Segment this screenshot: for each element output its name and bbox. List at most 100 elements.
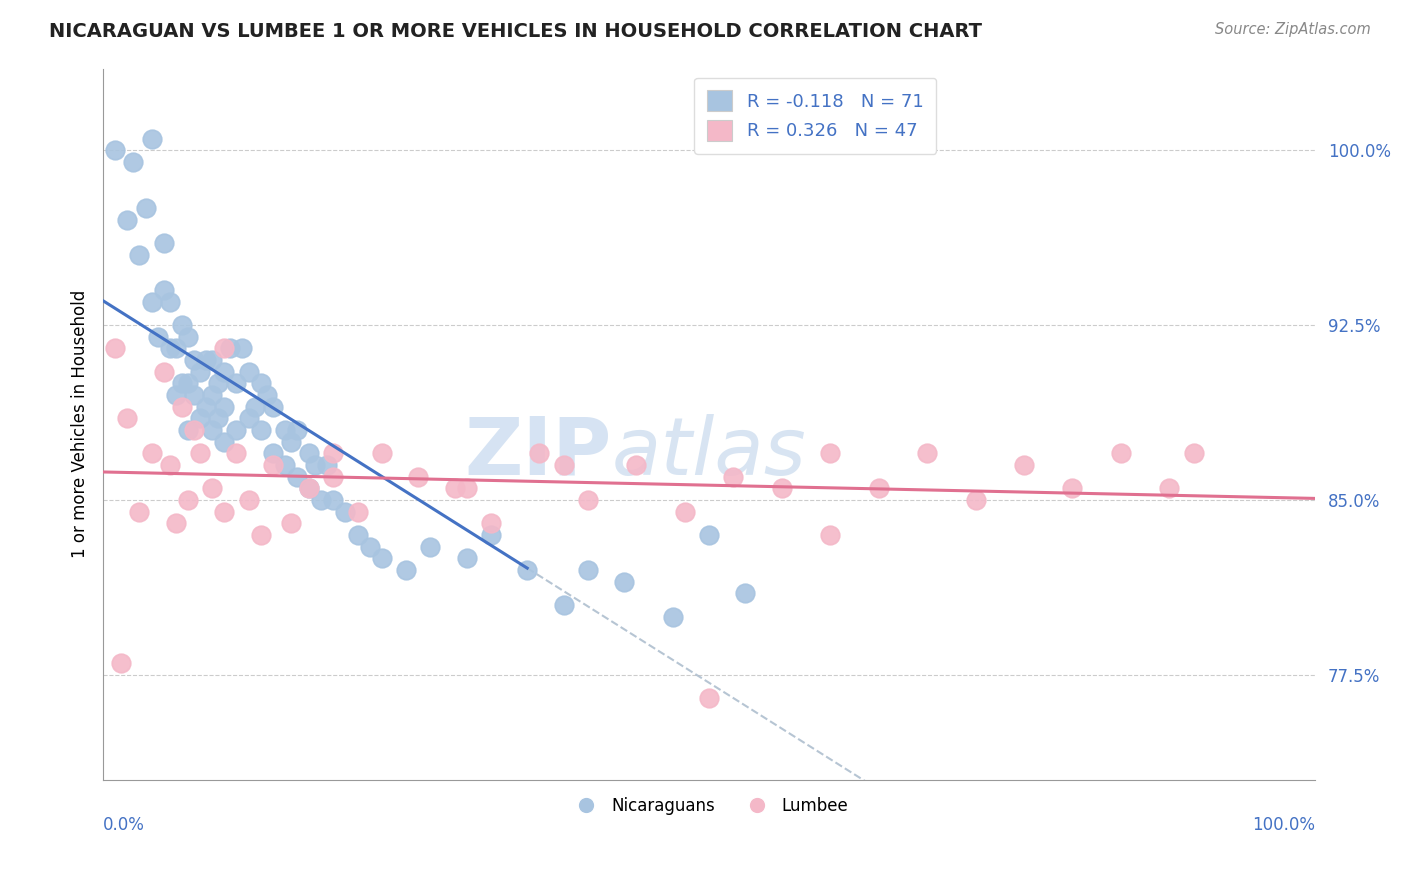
Legend: Nicaraguans, Lumbee: Nicaraguans, Lumbee — [562, 790, 855, 822]
Point — [214, 342, 236, 356]
Point — [256, 388, 278, 402]
Point — [165, 516, 187, 531]
Text: ZIP: ZIP — [465, 414, 612, 491]
Point — [152, 283, 174, 297]
Text: atlas: atlas — [612, 414, 807, 491]
Point — [207, 376, 229, 391]
Point — [298, 482, 321, 496]
Point — [117, 213, 139, 227]
Point — [322, 493, 344, 508]
Point — [225, 423, 247, 437]
Point — [165, 342, 187, 356]
Point — [406, 470, 429, 484]
Point — [104, 342, 127, 356]
Point — [613, 574, 636, 589]
Point — [159, 458, 181, 472]
Point — [201, 388, 224, 402]
Point — [479, 528, 502, 542]
Point — [1012, 458, 1035, 472]
Point — [262, 458, 284, 472]
Point — [249, 423, 271, 437]
Point — [335, 505, 357, 519]
Point — [915, 446, 938, 460]
Point — [214, 434, 236, 449]
Text: 100.0%: 100.0% — [1251, 815, 1315, 834]
Text: 0.0%: 0.0% — [103, 815, 145, 834]
Point — [177, 330, 200, 344]
Point — [214, 400, 236, 414]
Point — [238, 365, 260, 379]
Point — [309, 493, 332, 508]
Point — [201, 482, 224, 496]
Point — [965, 493, 987, 508]
Point — [128, 248, 150, 262]
Point — [419, 540, 441, 554]
Point — [316, 458, 339, 472]
Point — [298, 446, 321, 460]
Point — [214, 505, 236, 519]
Point — [456, 551, 478, 566]
Text: NICARAGUAN VS LUMBEE 1 OR MORE VEHICLES IN HOUSEHOLD CORRELATION CHART: NICARAGUAN VS LUMBEE 1 OR MORE VEHICLES … — [49, 22, 983, 41]
Point — [170, 318, 193, 333]
Text: Source: ZipAtlas.com: Source: ZipAtlas.com — [1215, 22, 1371, 37]
Point — [165, 388, 187, 402]
Point — [195, 353, 218, 368]
Point — [346, 505, 368, 519]
Point — [516, 563, 538, 577]
Point — [231, 342, 253, 356]
Y-axis label: 1 or more Vehicles in Household: 1 or more Vehicles in Household — [72, 290, 89, 558]
Point — [188, 365, 211, 379]
Point — [243, 400, 266, 414]
Point — [262, 446, 284, 460]
Point — [152, 365, 174, 379]
Point — [371, 446, 394, 460]
Point — [770, 482, 793, 496]
Point — [576, 493, 599, 508]
Point — [818, 446, 841, 460]
Point — [1159, 482, 1181, 496]
Point — [818, 528, 841, 542]
Point — [177, 493, 200, 508]
Point — [141, 294, 163, 309]
Point — [395, 563, 418, 577]
Point — [280, 434, 302, 449]
Point — [183, 423, 205, 437]
Point — [110, 657, 132, 671]
Point — [673, 505, 696, 519]
Point — [661, 609, 683, 624]
Point — [553, 458, 575, 472]
Point — [322, 470, 344, 484]
Point — [238, 411, 260, 425]
Point — [626, 458, 648, 472]
Point — [214, 365, 236, 379]
Point — [721, 470, 744, 484]
Point — [225, 376, 247, 391]
Point — [104, 143, 127, 157]
Point — [576, 563, 599, 577]
Point — [274, 423, 297, 437]
Point — [697, 528, 720, 542]
Point — [238, 493, 260, 508]
Point — [188, 411, 211, 425]
Point — [249, 528, 271, 542]
Point — [322, 446, 344, 460]
Point — [219, 342, 242, 356]
Point — [117, 411, 139, 425]
Point — [141, 446, 163, 460]
Point — [249, 376, 271, 391]
Point — [1062, 482, 1084, 496]
Point — [456, 482, 478, 496]
Point — [188, 446, 211, 460]
Point — [177, 423, 200, 437]
Point — [1182, 446, 1205, 460]
Point — [135, 202, 157, 216]
Point — [141, 131, 163, 145]
Point — [201, 353, 224, 368]
Point — [359, 540, 381, 554]
Point — [159, 342, 181, 356]
Point — [553, 598, 575, 612]
Point — [122, 154, 145, 169]
Point — [868, 482, 890, 496]
Point — [479, 516, 502, 531]
Point — [207, 411, 229, 425]
